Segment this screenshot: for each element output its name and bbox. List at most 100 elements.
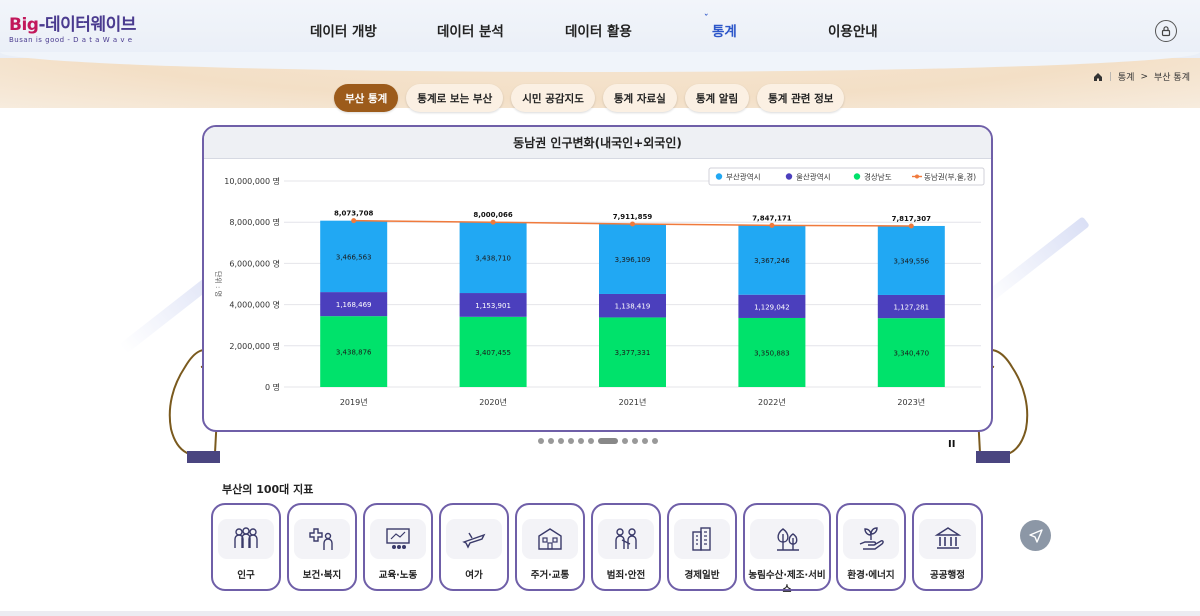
subtab-stats-notice[interactable]: 통계 알림 <box>684 84 750 112</box>
line-value-label: 7,847,171 <box>752 214 792 222</box>
building-icon <box>538 528 562 550</box>
bar-울산광역시 <box>320 292 388 317</box>
bar-value-label: 3,350,883 <box>754 349 790 357</box>
bar-경상남도 <box>599 317 666 387</box>
indicator-label: 경제일반 <box>684 570 720 581</box>
indicator-icon-box <box>598 519 654 559</box>
indicator-label: 인구 <box>237 570 255 581</box>
bar-부산광역시 <box>877 225 945 295</box>
logo-big: Big <box>9 15 39 35</box>
indicator-icon-box <box>843 519 899 559</box>
slider-dot[interactable] <box>632 438 638 444</box>
breadcrumb-busan-stats[interactable]: 부산 통계 <box>1154 73 1190 83</box>
subtab-bar: 부산 통계 통계로 보는 부산 시민 공감지도 통계 자료실 통계 알림 통계 … <box>334 84 845 112</box>
y-tick-label: 10,000,000 명 <box>224 176 280 186</box>
indicator-icon-box <box>370 519 426 559</box>
indicator-crime-safety[interactable]: 범죄·안전 <box>591 503 661 591</box>
logo-title: -데이터웨이브 <box>38 15 136 35</box>
breadcrumb: | 통계 > 부산 통계 <box>1093 70 1190 83</box>
breadcrumb-separator: | <box>1108 71 1112 82</box>
y-tick-label: 6,000,000 명 <box>229 258 280 268</box>
bar-value-label: 3,438,710 <box>475 255 511 263</box>
line-value-label: 7,911,859 <box>613 213 653 221</box>
airplane-icon <box>462 532 486 549</box>
nav-guide[interactable]: 이용안내 <box>828 24 878 40</box>
legend-marker <box>915 174 919 179</box>
slider-dot[interactable] <box>538 438 544 444</box>
legend-marker <box>785 173 793 180</box>
nav-data-use[interactable]: 데이터 활용 <box>565 24 632 40</box>
legend-label: 울산광역시 <box>796 172 831 182</box>
line-point <box>769 222 775 228</box>
indicator-population[interactable]: 인구 <box>211 503 281 591</box>
slider-dot[interactable] <box>548 438 554 444</box>
line-point <box>490 219 496 225</box>
slider-dot[interactable] <box>578 438 584 444</box>
subtab-stats-archive[interactable]: 통계 자료실 <box>602 84 677 112</box>
subtab-citizen-map[interactable]: 시민 공감지도 <box>511 84 595 112</box>
indicator-icon-box <box>294 519 350 559</box>
indicator-economy[interactable]: 경제일반 <box>667 503 737 591</box>
bar-value-label: 3,377,331 <box>615 349 651 357</box>
indicator-label: 보건·복지 <box>302 570 342 581</box>
bar-경상남도 <box>459 316 527 387</box>
education-icon <box>386 528 410 549</box>
bar-부산광역시 <box>459 222 527 294</box>
chart-title: 동남권 인구변화(내국인+외국인) <box>204 127 991 159</box>
legend-label: 부산광역시 <box>726 172 761 182</box>
indicator-icon-box <box>218 519 274 559</box>
nav-data-analysis[interactable]: 데이터 분석 <box>437 24 504 40</box>
floating-send-button[interactable] <box>1020 520 1051 551</box>
site-logo[interactable]: Big-데이터웨이브 Busan is good - D a t a W a v… <box>9 10 136 44</box>
indicator-label: 주거·교통 <box>530 570 570 581</box>
people-icon <box>234 527 258 548</box>
indicator-icon-box <box>522 519 578 559</box>
indicator-label: 공공행정 <box>930 570 965 581</box>
slider-dot[interactable] <box>568 438 574 444</box>
bar-부산광역시 <box>599 224 666 294</box>
line-point <box>908 223 914 229</box>
indicator-health-welfare[interactable]: 보건·복지 <box>287 503 357 591</box>
bar-value-label: 3,340,470 <box>893 350 929 358</box>
indicator-icon-box <box>750 519 824 559</box>
bar-value-label: 1,153,901 <box>475 302 511 310</box>
nav-data-open[interactable]: 데이터 개방 <box>310 24 377 40</box>
footer-divider <box>0 611 1200 616</box>
indicator-environment-energy[interactable]: 환경·에너지 <box>836 503 906 591</box>
lock-button[interactable] <box>1155 20 1177 42</box>
y-axis-label: 단위 : 명 <box>214 271 223 297</box>
subtab-busan-by-stats[interactable]: 통계로 보는 부산 <box>406 84 504 112</box>
slider-dot[interactable] <box>588 438 594 444</box>
bar-value-label: 3,349,556 <box>893 257 929 265</box>
arrow-decoration-right <box>980 216 1090 306</box>
indicator-leisure[interactable]: 여가 <box>439 503 509 591</box>
nav-statistics[interactable]: ˇ 통계 <box>704 14 737 40</box>
bar-value-label: 3,438,876 <box>336 349 372 357</box>
slider-dot[interactable] <box>598 438 618 444</box>
bar-value-label: 3,367,246 <box>754 257 790 265</box>
breadcrumb-statistics[interactable]: 통계 <box>1117 73 1135 83</box>
slider-dot[interactable] <box>652 438 658 444</box>
line-point <box>630 221 635 227</box>
nav-active-mark: ˇ <box>704 14 709 24</box>
slider-dot[interactable] <box>558 438 564 444</box>
chart-board: 동남권 인구변화(내국인+외국인) 0 명 2,000,000 명 4,000,00… <box>202 125 993 432</box>
home-icon[interactable] <box>1093 72 1103 82</box>
indicator-public-admin[interactable]: 공공행정 <box>912 503 983 591</box>
indicator-education-labor[interactable]: 교육·노동 <box>363 503 433 591</box>
send-icon <box>1028 528 1043 543</box>
legend-marker <box>853 173 861 180</box>
legend-label: 동남권(부,울,경) <box>924 172 976 182</box>
subtab-busan-stats[interactable]: 부산 통계 <box>334 84 399 112</box>
bar-value-label: 3,396,109 <box>615 256 651 264</box>
indicator-housing-transport[interactable]: 주거·교통 <box>515 503 585 591</box>
pause-button[interactable]: II <box>948 439 956 450</box>
slider-dot[interactable] <box>622 438 628 444</box>
wave-decoration <box>0 52 1200 72</box>
indicator-label: 여가 <box>465 570 483 581</box>
slider-dot[interactable] <box>642 438 648 444</box>
indicator-agri-manufacturing-service[interactable]: 농림수산·제조·서비스 <box>743 503 831 595</box>
x-tick-label: 2019년 <box>340 397 368 407</box>
bar-value-label: 1,129,042 <box>754 303 790 311</box>
subtab-related-info[interactable]: 통계 관련 정보 <box>757 84 845 112</box>
